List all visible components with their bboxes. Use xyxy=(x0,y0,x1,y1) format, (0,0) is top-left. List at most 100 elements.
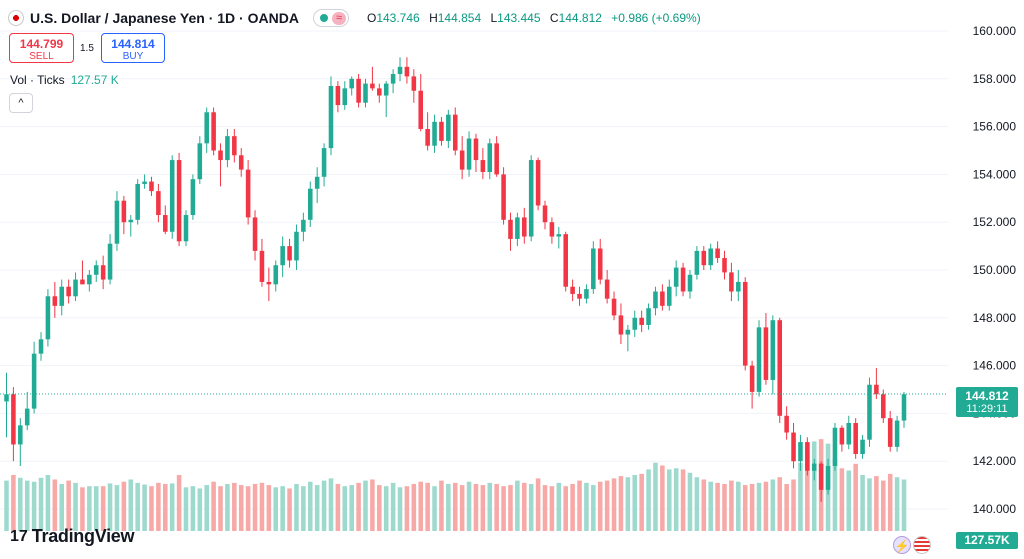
candle-body xyxy=(805,442,810,471)
candle-body xyxy=(515,217,520,239)
candle-body xyxy=(556,234,562,237)
volume-bar xyxy=(742,485,748,531)
volume-bar xyxy=(597,481,603,531)
collapse-legend-button[interactable]: ^ xyxy=(9,93,33,113)
volume-bar xyxy=(756,482,762,531)
buy-label: BUY xyxy=(122,51,144,62)
volume-bar xyxy=(45,475,51,531)
buy-button[interactable]: 144.814 BUY xyxy=(101,33,165,63)
candle-body xyxy=(59,286,65,306)
price-tick-label: 142.000 xyxy=(973,454,1017,468)
volume-bar xyxy=(73,482,78,531)
candle-body xyxy=(473,138,479,161)
volume-bar xyxy=(121,481,127,531)
volume-bar xyxy=(156,482,161,531)
candle-body xyxy=(225,136,230,161)
volume-bar xyxy=(11,475,16,531)
volume-bar xyxy=(18,477,23,531)
candle-body xyxy=(660,291,665,306)
volume-bar xyxy=(715,482,720,531)
candle-body xyxy=(528,160,534,237)
volume-bar xyxy=(832,458,838,531)
volume-bar xyxy=(31,481,37,531)
volume-bar xyxy=(867,478,872,531)
volume-bar xyxy=(349,485,354,531)
volume-bar xyxy=(238,485,244,531)
volume-bar xyxy=(259,482,265,531)
candle-body xyxy=(24,408,30,426)
volume-bar xyxy=(183,487,189,531)
volume-bar xyxy=(522,482,527,531)
sell-price: 144.799 xyxy=(19,37,64,51)
candle-body xyxy=(238,155,244,170)
candle-body xyxy=(107,243,113,280)
volume-bar xyxy=(839,468,845,531)
volume-bar xyxy=(190,486,196,531)
candle-body xyxy=(335,85,341,106)
volume-bar xyxy=(798,462,803,531)
candle-body xyxy=(328,85,334,149)
volume-bar xyxy=(266,485,272,531)
us-flag-icon[interactable] xyxy=(913,536,931,554)
candle-body xyxy=(646,308,651,325)
volume-bar xyxy=(404,486,410,531)
volume-bar xyxy=(176,475,182,531)
candle-body xyxy=(736,281,741,292)
candle-body xyxy=(549,222,555,237)
candle-body xyxy=(715,248,720,259)
tradingview-logo-text: TradingView xyxy=(31,526,135,546)
volume-legend[interactable]: Vol · Ticks 127.57 K xyxy=(10,73,119,87)
price-tick-label: 158.000 xyxy=(973,72,1017,86)
price-tick-label: 154.000 xyxy=(973,167,1017,181)
candle-body xyxy=(73,279,78,297)
volume-bar xyxy=(680,469,686,531)
tradingview-logo[interactable]: 17 TradingView xyxy=(10,526,135,547)
candle-body xyxy=(245,169,251,218)
candle-body xyxy=(45,296,51,340)
volume-bar xyxy=(708,481,713,531)
chevron-up-icon: ^ xyxy=(18,97,24,109)
volume-bar xyxy=(287,488,292,531)
volume-bar xyxy=(114,485,120,531)
candle-body xyxy=(259,250,265,282)
candle-body xyxy=(535,160,541,206)
candle-body xyxy=(383,83,389,96)
volume-bar xyxy=(204,485,209,531)
volume-bar xyxy=(80,487,85,531)
candle-body xyxy=(577,293,582,299)
candle-body xyxy=(100,265,106,280)
market-status[interactable]: ≈ xyxy=(312,9,349,27)
candle-body xyxy=(252,217,258,251)
candle-body xyxy=(604,279,610,299)
candle-body xyxy=(653,291,658,309)
volume-bar xyxy=(459,485,465,531)
candle-body xyxy=(480,160,486,173)
lightning-icon[interactable]: ⚡ xyxy=(893,536,911,554)
candle-body xyxy=(673,267,679,287)
candle-body xyxy=(632,317,638,330)
symbol-title[interactable]: U.S. Dollar / Japanese Yen · 1D · OANDA xyxy=(30,10,299,26)
candle-body xyxy=(881,394,886,419)
sell-button[interactable]: 144.799 SELL xyxy=(9,33,74,63)
candle-body xyxy=(349,78,354,89)
volume-bar xyxy=(687,472,693,531)
volume-bar xyxy=(232,482,237,531)
high-value: 144.854 xyxy=(437,11,482,25)
candle-body xyxy=(218,150,223,161)
volume-bar xyxy=(874,476,879,531)
grid-lines xyxy=(0,30,948,510)
volume-label: Vol · Ticks xyxy=(10,73,65,87)
volume-bar xyxy=(397,487,403,531)
volume-bar xyxy=(632,475,638,531)
candle-body xyxy=(853,422,858,455)
volume-bar xyxy=(860,475,865,531)
candle-body xyxy=(708,248,713,266)
volume-bar xyxy=(722,483,727,531)
candle-body xyxy=(114,200,120,244)
volume-bar xyxy=(770,479,776,531)
volume-bar xyxy=(432,486,437,531)
volume-bar xyxy=(100,486,106,531)
volume-bar xyxy=(107,483,113,531)
volume-bar xyxy=(646,469,651,531)
